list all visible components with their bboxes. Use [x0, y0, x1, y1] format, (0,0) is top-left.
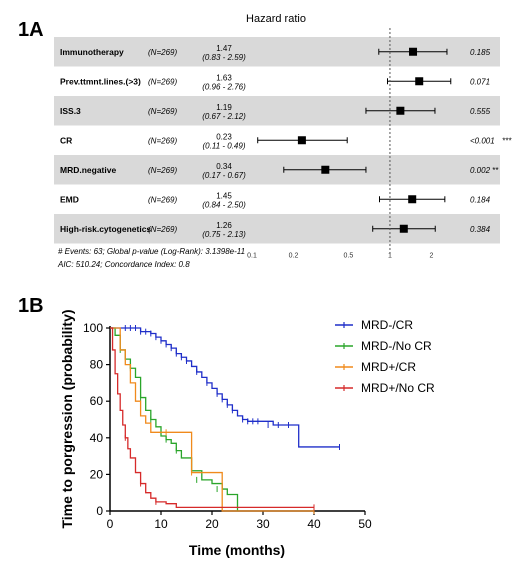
forest-p-value: 0.384	[470, 225, 491, 234]
forest-hr-marker	[408, 195, 417, 204]
km-y-tick-label: 20	[90, 467, 104, 481]
forest-hr-label: 1.63	[216, 73, 232, 82]
km-legend-label: MRD+/CR	[361, 360, 416, 374]
forest-hr-marker	[409, 47, 418, 56]
forest-hr-marker	[297, 136, 306, 145]
km-x-axis-title: Time (months)	[189, 542, 285, 558]
forest-variable-label: MRD.negative	[60, 165, 116, 175]
km-y-tick-label: 60	[90, 394, 104, 408]
forest-n-label: (N=269)	[148, 166, 177, 175]
km-legend-label: MRD-/No CR	[361, 339, 432, 353]
forest-p-value: <0.001	[470, 136, 495, 145]
km-x-tick-label: 10	[154, 517, 168, 531]
forest-n-label: (N=269)	[148, 136, 177, 145]
forest-ci-label: (0.11 - 0.49)	[203, 141, 246, 150]
forest-p-value: 0.071	[470, 77, 490, 86]
forest-variable-label: High-risk.cytogenetics	[60, 224, 151, 234]
km-curve	[110, 327, 314, 512]
forest-p-value: 0.184	[470, 195, 491, 204]
km-x-tick-label: 30	[256, 517, 270, 531]
km-y-tick-label: 80	[90, 358, 104, 372]
forest-p-value: 0.185	[470, 48, 491, 57]
forest-title: Hazard ratio	[246, 13, 306, 25]
forest-hr-marker	[415, 77, 424, 86]
forest-rows: Immunotherapy (N=269) 1.47(0.83 - 2.59) 0.1…	[54, 37, 512, 244]
km-y-tick-label: 40	[90, 431, 104, 445]
forest-hr-label: 1.45	[216, 191, 232, 200]
forest-variable-label: EMD	[60, 194, 79, 204]
forest-n-label: (N=269)	[148, 225, 177, 234]
forest-ci-label: (0.75 - 2.13)	[202, 230, 246, 239]
footnote-line-1: # Events: 63; Global p-value (Log-Rank):…	[58, 247, 245, 256]
footnote-line-2: AIC: 510.24; Concordance Index: 0.8	[57, 260, 190, 269]
forest-ci-label: (0.67 - 2.12)	[202, 112, 246, 121]
forest-x-tick-label: 2	[430, 253, 434, 260]
forest-hr-marker	[399, 224, 408, 233]
forest-ci-label: (0.84 - 2.50)	[202, 200, 246, 209]
km-legend: MRD-/CR MRD-/No CR MRD+/CR MRD+/No CR	[335, 318, 435, 395]
forest-n-label: (N=269)	[148, 195, 177, 204]
forest-plot: Hazard ratio Immunotherapy (N=269) 1.47(0.…	[54, 13, 512, 269]
forest-hr-label: 0.23	[216, 132, 232, 141]
forest-n-label: (N=269)	[148, 77, 177, 86]
forest-hr-label: 1.19	[216, 103, 232, 112]
forest-p-value: 0.555	[470, 107, 491, 116]
forest-variable-label: Prev.ttmnt.lines.(>3)	[60, 76, 141, 86]
forest-hr-marker	[396, 106, 405, 115]
km-legend-label: MRD-/CR	[361, 318, 413, 332]
km-y-tick-label: 0	[96, 504, 103, 518]
forest-n-label: (N=269)	[148, 48, 177, 57]
km-y-tick-label: 100	[83, 321, 103, 335]
forest-n-label: (N=269)	[148, 107, 177, 116]
forest-hr-label: 1.26	[216, 221, 232, 230]
forest-ci-label: (0.83 - 2.59)	[202, 53, 246, 62]
forest-row-band	[54, 155, 500, 185]
forest-significance-stars: ***	[502, 136, 512, 145]
forest-x-tick-label: 0.1	[247, 253, 257, 260]
panel-b-label: 1B	[18, 295, 44, 317]
km-legend-label: MRD+/No CR	[361, 381, 435, 395]
km-curves	[110, 325, 340, 514]
km-plot: 0 10 20 30 40 50 0 20 40 60 80 100 Time (months) Ti…	[59, 309, 435, 558]
km-axes: 0 10 20 30 40 50 0 20 40 60 80 100	[83, 321, 372, 531]
forest-hr-marker	[321, 165, 330, 174]
forest-hr-label: 0.34	[216, 162, 232, 171]
forest-x-tick-label: 1	[388, 253, 392, 260]
forest-p-value: 0.002	[470, 166, 491, 175]
forest-x-tick-label: 0.2	[289, 253, 299, 260]
km-x-tick-label: 20	[205, 517, 219, 531]
forest-variable-label: CR	[60, 135, 72, 145]
km-x-tick-label: 50	[358, 517, 372, 531]
forest-x-ticks: 0.1 0.2 0.5 1 2	[247, 253, 433, 260]
km-y-axis-title: Time to porgression (probability)	[59, 309, 75, 528]
forest-variable-label: ISS.3	[60, 106, 81, 116]
forest-ci-label: (0.96 - 2.76)	[202, 82, 246, 91]
forest-variable-label: Immunotherapy	[60, 47, 124, 57]
forest-x-tick-label: 0.5	[344, 253, 354, 260]
forest-hr-label: 1.47	[216, 44, 232, 53]
km-curve	[110, 327, 340, 448]
km-x-tick-label: 0	[107, 517, 114, 531]
km-curve	[110, 327, 239, 511]
forest-ci-label: (0.17 - 0.67)	[202, 171, 246, 180]
km-x-tick-label: 40	[307, 517, 321, 531]
panel-a-label: 1A	[18, 19, 44, 41]
forest-significance-stars: **	[492, 166, 499, 175]
